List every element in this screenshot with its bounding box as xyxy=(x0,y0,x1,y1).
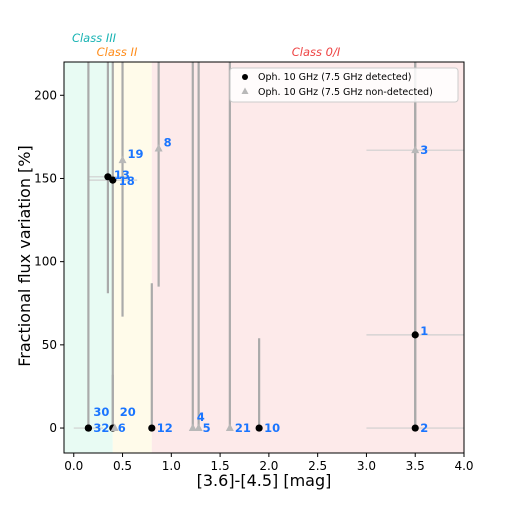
x-tick-label: 2.0 xyxy=(259,459,278,473)
point-id-label: 5 xyxy=(203,421,211,435)
x-tick-label: 1.5 xyxy=(211,459,230,473)
y-tick-label: 200 xyxy=(34,88,57,102)
data-point-non-detected xyxy=(118,155,127,164)
point-id-label: 13 xyxy=(114,168,130,182)
y-tick-label: 50 xyxy=(42,338,57,352)
legend-box xyxy=(229,67,459,103)
y-axis-ticks: 0 50 100 150 200 xyxy=(34,88,64,435)
data-point-non-detected xyxy=(411,145,420,154)
point-id-label: 8 xyxy=(164,136,172,150)
point-id-label: 3 xyxy=(420,143,428,157)
x-tick-label: 1.0 xyxy=(162,459,181,473)
class-region-label: Class 0/I xyxy=(292,45,341,59)
point-id-label: 21 xyxy=(235,421,251,435)
data-point-non-detected xyxy=(110,423,119,432)
data-point-non-detected xyxy=(154,144,163,152)
class-region xyxy=(112,62,152,453)
legend-marker-detected xyxy=(242,74,248,80)
legend-label-detected: Oph. 10 GHz (7.5 GHz detected) xyxy=(258,72,412,83)
class-region-label: Class III xyxy=(72,31,117,45)
x-tick-label: 2.5 xyxy=(308,459,327,473)
x-axis-label: [3.6]-[4.5] [mag] xyxy=(197,471,332,490)
point-id-label: 10 xyxy=(264,421,280,435)
x-tick-label: 3.5 xyxy=(406,459,425,473)
point-id-label: 12 xyxy=(157,421,173,435)
point-id-label: 19 xyxy=(128,147,144,161)
data-markers xyxy=(84,144,420,432)
data-point-detected xyxy=(109,176,117,184)
legend-marker-non-detected xyxy=(241,87,249,94)
data-point-non-detected xyxy=(194,423,203,432)
point-id-label: 20 xyxy=(120,405,136,419)
legend-label-non-detected: Oph. 10 GHz (7.5 GHz non-detected) xyxy=(258,87,433,98)
point-id-label: 32 xyxy=(93,421,109,435)
point-id-label: 2 xyxy=(420,421,428,435)
y-tick-label: 150 xyxy=(34,171,57,185)
data-point-detected xyxy=(255,424,263,432)
point-id-label: 6 xyxy=(118,421,126,435)
x-axis-ticks: 0.0 0.5 1.0 1.5 2.0 2.5 3.0 3.5 4.0 xyxy=(64,453,474,473)
x-tick-label: 0.5 xyxy=(113,459,132,473)
data-point-detected xyxy=(411,424,419,432)
y-tick-label: 100 xyxy=(34,255,57,269)
point-id-label: 18 xyxy=(119,174,135,188)
x-tick-label: 4.0 xyxy=(454,459,473,473)
class-region-label: Class II xyxy=(97,45,138,59)
data-point-non-detected xyxy=(188,423,197,432)
point-id-label: 30 xyxy=(93,405,109,419)
point-id-label: 1 xyxy=(420,324,428,338)
y-tick-label: 0 xyxy=(49,421,57,435)
y-axis-label: Fractional flux variation [%] xyxy=(15,145,34,367)
data-point-non-detected xyxy=(225,423,234,432)
class-region xyxy=(151,62,464,453)
x-tick-label: 0.0 xyxy=(64,459,83,473)
data-point-detected xyxy=(411,331,419,339)
legend: Oph. 10 GHz (7.5 GHz detected) Oph. 10 G… xyxy=(229,67,459,103)
data-point-detected xyxy=(84,424,92,432)
class-regions xyxy=(64,62,464,453)
point-id-label: 4 xyxy=(197,410,205,424)
data-point-detected xyxy=(148,424,156,432)
plot-frame xyxy=(63,61,465,454)
x-tick-label: 3.0 xyxy=(357,459,376,473)
